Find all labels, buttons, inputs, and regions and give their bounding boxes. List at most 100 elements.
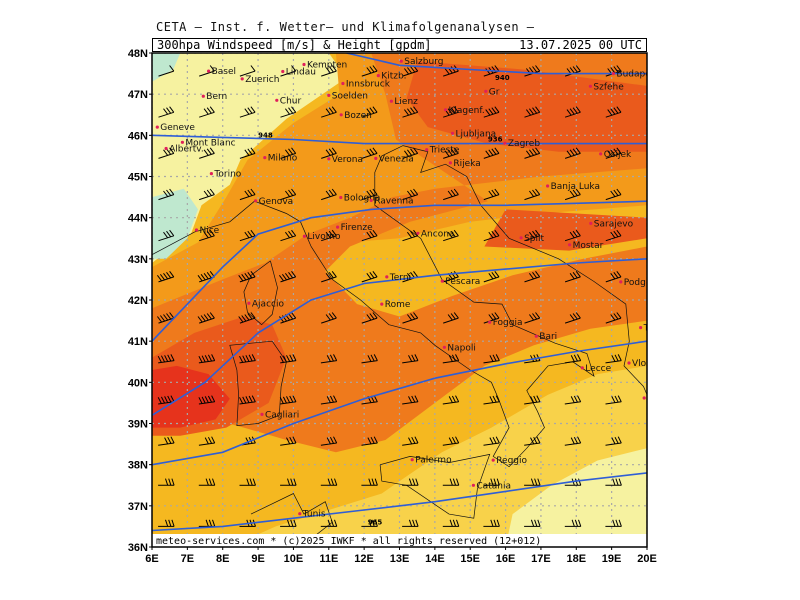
barb-flag [403,68,410,75]
barb-flag [288,230,294,238]
barb-flag [410,230,416,238]
barb-flag [574,519,579,527]
barb-flag [526,109,531,116]
barb-flag [157,397,162,404]
barb-shaft [442,442,459,446]
barb-flag [488,314,494,321]
barb-flag [616,312,622,319]
barb-shaft [402,317,418,324]
barb-flag [373,354,378,361]
barb-flag [535,147,541,154]
barb-flag [279,397,284,404]
barb-shaft [605,235,622,242]
barb-flag [291,188,297,195]
barb-flag [369,148,375,155]
barb-flag [616,270,622,278]
barb-flag [366,67,372,74]
city-label: Napoli [447,343,475,353]
barb-shaft [239,111,256,118]
wind-barb [483,312,500,324]
barb-flag [444,68,450,75]
wind-barb [564,106,581,118]
city-marker [619,280,623,284]
city-label: Vlora [632,359,655,369]
barb-flag [284,108,291,115]
barb-flag [453,312,459,319]
barb-flag [615,519,619,527]
barb-flag [610,190,616,197]
barb-flag [573,436,578,444]
barb-flag [403,150,410,157]
barb-flag [200,273,206,281]
city-label: Tunis [302,510,326,520]
barb-flag [282,355,287,363]
barb-shaft [361,317,378,324]
barb-flag [284,231,291,239]
city-label: Palermo [415,456,452,466]
barb-shaft [524,401,541,405]
wind-barb [280,436,297,446]
barb-flag [325,231,331,239]
wind-barb [239,106,256,118]
wind-barb [443,312,459,324]
barb-flag [413,147,419,154]
barb-shaft [524,360,541,364]
height-labels: 940 936 948 965 [258,74,510,527]
barb-flag [247,271,253,279]
barb-flag [203,149,209,156]
barb-flag [613,313,619,320]
barb-flag [611,437,616,445]
barb-shaft [564,235,581,242]
wind-barb [199,65,215,77]
barb-flag [612,478,616,486]
barb-shaft [321,111,337,118]
lon-tick-label: 18E [567,553,587,565]
wind-barb [442,354,460,364]
wind-barb [199,147,215,159]
barb-flag [611,355,616,362]
barb-flag [291,147,297,154]
barb-flag [373,436,378,444]
wind-barb [443,188,459,201]
barb-flag [331,312,337,319]
barb-flag [535,270,541,278]
barb-flag [200,315,206,322]
barb-flag [198,397,203,404]
wind-barb [524,188,541,201]
height-contours [152,53,647,532]
barb-flag [207,436,213,444]
barb-flag [578,478,582,486]
wind-barb [239,188,256,201]
barb-flag [613,230,619,238]
city-marker [207,69,211,73]
barb-flag [170,436,175,444]
barb-flag [325,190,331,197]
city-label: Firenze [341,223,373,233]
wind-barb [564,395,582,405]
barb-flag [212,478,216,486]
lon-tick-label: 9E [251,553,264,565]
barb-flag [569,108,575,115]
wind-barb [524,147,541,159]
barb-flag [169,65,175,72]
city-label: Split [524,234,544,244]
lat-tick-label: 46N [128,130,148,142]
barb-flag [290,519,294,527]
barb-flag [617,395,622,403]
barb-shaft [158,111,174,118]
wind-barb [361,229,378,242]
barb-flag [532,189,538,196]
wind-barb [605,312,622,324]
barb-flag [239,355,244,363]
barb-flag [618,519,622,527]
barb-flag [367,355,372,362]
barb-shaft [402,111,418,118]
map-title-bar: 300hpa Windspeed [m/s] & Height [gpdm] 1… [152,38,647,52]
barb-flag [411,395,416,403]
lon-tick-label: 11E [319,553,338,565]
barb-flag [325,272,331,280]
barb-flag [570,396,575,403]
barb-flag [366,272,372,280]
barb-flag [156,316,163,323]
